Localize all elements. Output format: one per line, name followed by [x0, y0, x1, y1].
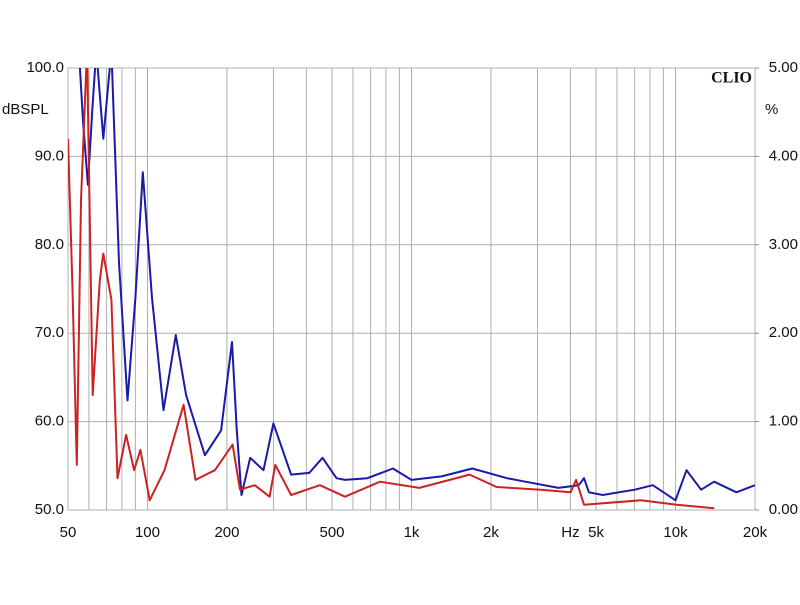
- grid: [67, 67, 756, 511]
- y2-axis-label: %: [765, 101, 778, 118]
- x-tick-label: 500: [320, 524, 345, 541]
- x-tick-label: 200: [214, 524, 239, 541]
- x-tick-label: 2k: [483, 524, 499, 541]
- x-tick-label: 100: [135, 524, 160, 541]
- y2-tick-label: 4.00: [769, 147, 798, 164]
- x-tick-label: 5k: [588, 524, 604, 541]
- y-tick-label: 90.0: [35, 147, 64, 164]
- y2-tick-label: 0.00: [769, 501, 798, 518]
- y-tick-label: 60.0: [35, 413, 64, 430]
- plot-lines: [68, 68, 755, 510]
- series-line: [78, 68, 755, 502]
- x-tick-label: 1k: [404, 524, 420, 541]
- y2-tick-label: 1.00: [769, 413, 798, 430]
- y-tick-label: 70.0: [35, 324, 64, 341]
- brand-annotation: CLIO: [711, 70, 752, 87]
- y-tick-label: 80.0: [35, 236, 64, 253]
- x-tick-label: Hz: [561, 524, 579, 541]
- y-tick-label: 100.0: [26, 59, 64, 76]
- x-tick-label: 20k: [743, 524, 768, 541]
- series-line: [68, 68, 715, 510]
- y-axis-label: dBSPL: [2, 101, 49, 118]
- x-tick-label: 50: [60, 524, 77, 541]
- x-tick-label: 10k: [663, 524, 688, 541]
- y2-tick-label: 3.00: [769, 236, 798, 253]
- y2-tick-label: 2.00: [769, 324, 798, 341]
- y2-tick-label: 5.00: [769, 59, 798, 76]
- y-tick-label: 50.0: [35, 501, 64, 518]
